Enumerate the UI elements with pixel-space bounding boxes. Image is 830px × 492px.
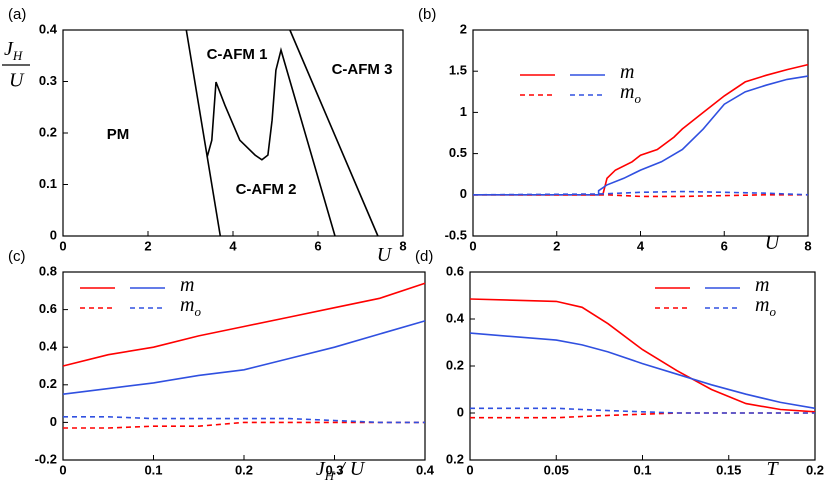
x-axis-label: U xyxy=(765,232,781,254)
data-line xyxy=(473,63,809,196)
y-tick-label: 0.4 xyxy=(446,310,465,325)
legend-name: m xyxy=(755,274,769,296)
y-tick-label: 0.4 xyxy=(39,21,58,36)
legend-label: mo xyxy=(180,294,201,320)
x-tick-label: 4 xyxy=(637,238,645,253)
region-label: C-AFM 2 xyxy=(236,181,297,198)
y-tick-label: -0.2 xyxy=(35,451,57,466)
legend-name: m xyxy=(755,294,769,316)
data-line xyxy=(63,416,425,424)
region-label: PM xyxy=(107,126,130,143)
x-axis-label: U xyxy=(377,244,393,266)
legend-name: m xyxy=(180,274,194,296)
x-tick-label: 0.15 xyxy=(716,462,741,477)
y-tick-label: 0.3 xyxy=(39,73,57,88)
x-axis-label: JH / U xyxy=(316,458,366,484)
data-line xyxy=(185,29,222,237)
x-tick-label: 6 xyxy=(314,238,321,253)
data-line xyxy=(470,407,815,414)
y-tick-label: 0.2 xyxy=(39,376,57,391)
y-tick-label: -0.5 xyxy=(445,227,467,242)
data-line xyxy=(469,332,816,410)
data-line xyxy=(470,412,815,419)
x-tick-label: 2 xyxy=(144,238,151,253)
y-tick-label: 0.6 xyxy=(39,301,57,316)
y-tick-label: 0 xyxy=(50,227,57,242)
x-tick-label: 0.3 xyxy=(325,462,343,477)
data-line xyxy=(472,190,809,196)
plot-frame xyxy=(472,29,809,237)
y-tick-label: 0.1 xyxy=(39,176,57,191)
axis-label-main: T xyxy=(766,458,779,480)
x-tick-label: 0.4 xyxy=(416,462,435,477)
data-line xyxy=(469,298,816,413)
y-tick-label: 2 xyxy=(460,21,467,36)
legend-name: m xyxy=(620,81,634,103)
y-tick-label: 0 xyxy=(457,404,464,419)
x-tick-label: 0 xyxy=(59,462,66,477)
subscript: o xyxy=(769,304,776,319)
axis-label-rest: / U xyxy=(334,458,366,480)
data-line xyxy=(62,282,426,367)
x-tick-label: 8 xyxy=(399,238,406,253)
y-tick-label: 0.2 xyxy=(39,124,57,139)
x-axis-label: T xyxy=(766,458,779,480)
y-tick-label: 0 xyxy=(50,414,57,429)
y-tick-label: 0.2 xyxy=(446,451,464,466)
subscript: H xyxy=(12,48,23,63)
panel-label: (c) xyxy=(8,248,26,265)
y-tick-label: 0.8 xyxy=(39,263,57,278)
subscript: o xyxy=(634,91,641,106)
y-tick-label: 0.4 xyxy=(39,339,58,354)
data-line xyxy=(473,75,809,196)
y-tick-label: 0 xyxy=(460,186,467,201)
data-line xyxy=(473,194,808,198)
data-line xyxy=(206,47,336,237)
x-tick-label: 0.05 xyxy=(544,462,569,477)
axis-label-main: J xyxy=(316,458,326,480)
y-tick-label: 0.2 xyxy=(446,357,464,372)
axis-label-main: U xyxy=(765,232,781,254)
x-tick-label: 4 xyxy=(229,238,237,253)
x-tick-label: 0.2 xyxy=(806,462,824,477)
y-axis-label-den: U xyxy=(9,70,25,92)
panel-label: (a) xyxy=(8,6,26,23)
x-tick-label: 8 xyxy=(804,238,811,253)
x-tick-label: 2 xyxy=(553,238,560,253)
legend-label: mo xyxy=(620,81,641,107)
panel-label: (d) xyxy=(415,248,433,265)
x-tick-label: 0.1 xyxy=(633,462,651,477)
y-tick-label: 0.6 xyxy=(446,263,464,278)
legend-label: m xyxy=(620,61,634,83)
legend-label: m xyxy=(180,274,194,296)
y-tick-label: 1.5 xyxy=(449,63,467,78)
subscript: o xyxy=(194,304,201,319)
region-label: C-AFM 1 xyxy=(207,46,268,63)
x-tick-label: 0 xyxy=(59,238,66,253)
y-tick-label: 1 xyxy=(460,104,467,119)
data-line xyxy=(289,29,379,237)
x-tick-label: 0 xyxy=(469,238,476,253)
region-label: C-AFM 3 xyxy=(332,61,393,78)
y-tick-label: 0.5 xyxy=(449,145,467,160)
x-tick-label: 0.1 xyxy=(144,462,162,477)
legend-label: mo xyxy=(755,294,776,320)
legend-name: m xyxy=(620,61,634,83)
x-tick-label: 0 xyxy=(466,462,473,477)
legend-name: m xyxy=(180,294,194,316)
y-axis-label-num: JH xyxy=(4,38,23,64)
subscript: H xyxy=(324,468,335,483)
x-tick-label: 0.2 xyxy=(235,462,253,477)
data-line xyxy=(62,320,426,395)
x-tick-label: 6 xyxy=(721,238,728,253)
legend-label: m xyxy=(755,274,769,296)
data-line xyxy=(63,421,425,429)
axis-label-main: J xyxy=(4,38,14,60)
axis-label-main: U xyxy=(377,244,393,266)
panel-label: (b) xyxy=(418,6,436,23)
